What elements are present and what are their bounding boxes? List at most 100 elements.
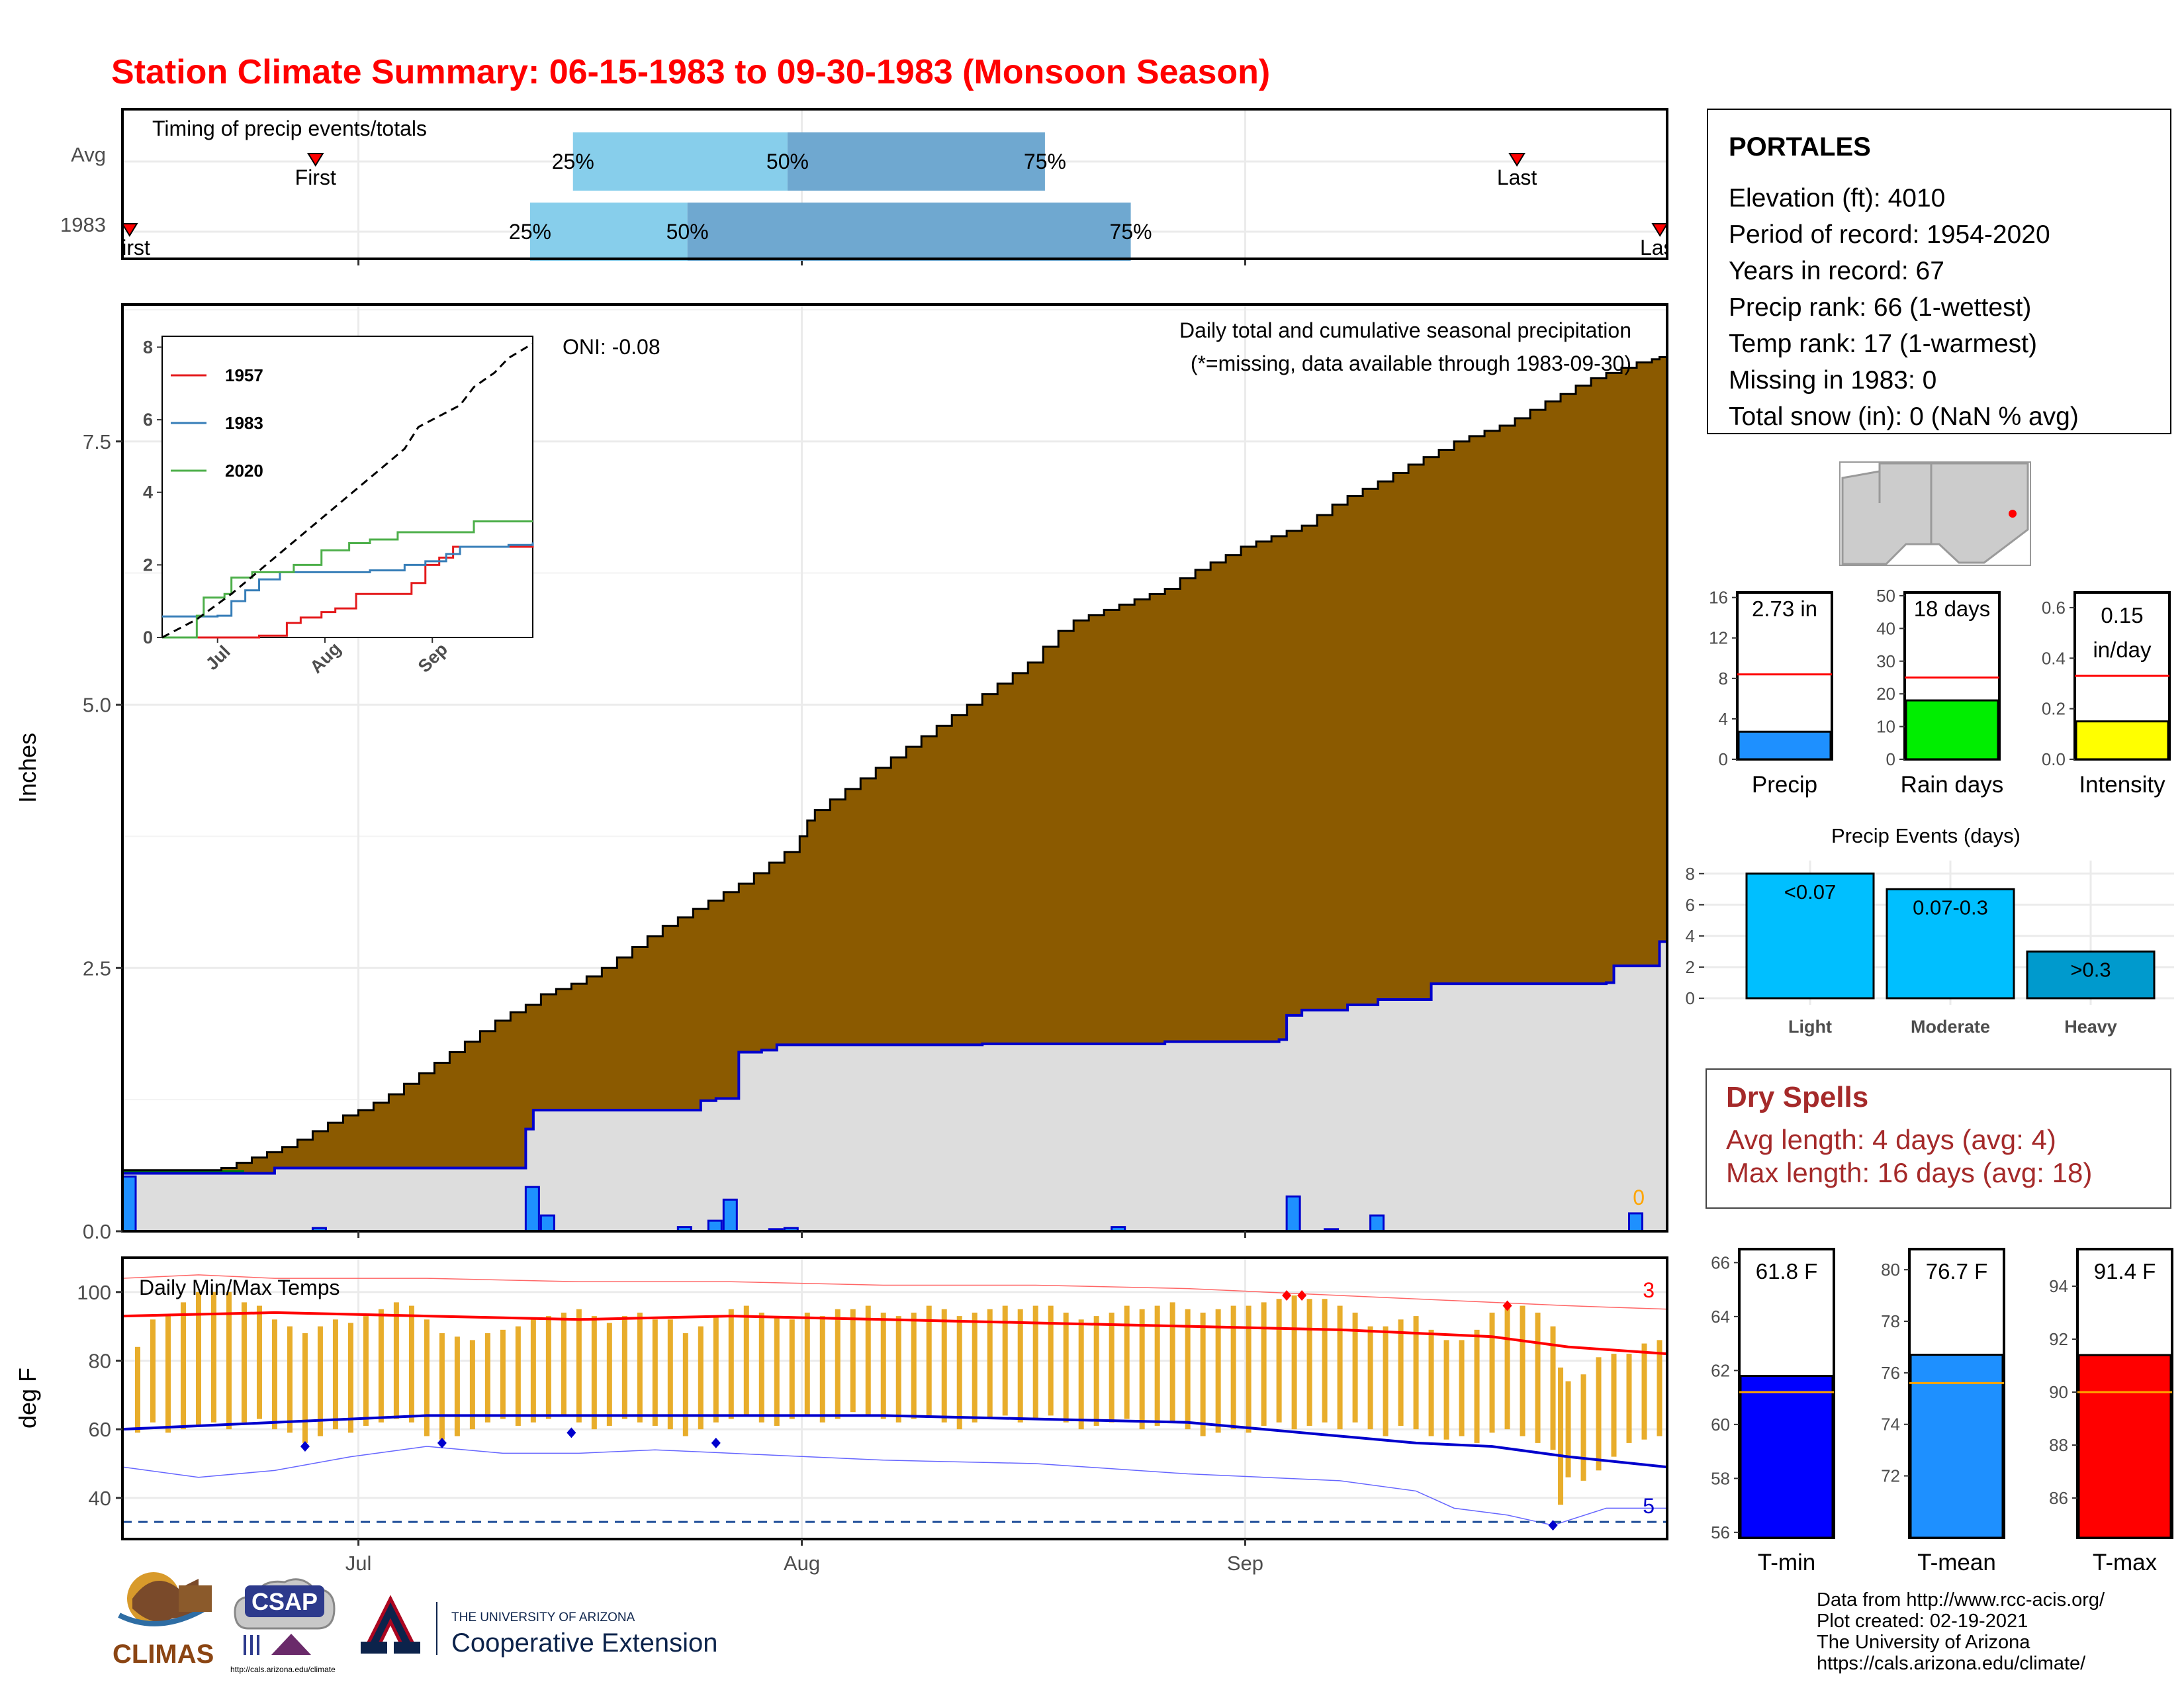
temp-bar-tick-label: 56: [1711, 1523, 1730, 1542]
daily-temp-range-bar: [408, 1305, 414, 1423]
daily-temp-range-bar: [1063, 1312, 1069, 1423]
inset-legend-label: 1957: [225, 365, 263, 385]
events-bar-label: Heavy: [2064, 1017, 2117, 1037]
daily-temp-range-bar: [1017, 1309, 1023, 1423]
summary-bar-label: Intensity: [2079, 772, 2165, 798]
daily-temp-range-bar: [317, 1326, 323, 1436]
summary-bar-value-label: 0.15: [2101, 603, 2143, 628]
daily-temp-range-bar: [698, 1326, 704, 1430]
inset-series-line: [162, 543, 534, 639]
summary-bar-value: [2075, 720, 2169, 761]
temp-bar-tick-label: 58: [1711, 1468, 1730, 1488]
temp-bar-value: [1909, 1354, 2004, 1539]
timing-p75-label: 75%: [1024, 150, 1066, 173]
daily-precip-bar: [1324, 1228, 1340, 1230]
summary-bar-tick-label: 40: [1876, 618, 1895, 638]
daily-temp-range-bar: [1657, 1340, 1662, 1436]
record-low-marker: [567, 1427, 576, 1438]
temp-bar-tick-label: 72: [1881, 1466, 1900, 1486]
record-low-count: 5: [1643, 1494, 1655, 1518]
events-bar: [1745, 872, 1875, 1000]
precip-note-2: (*=missing, data available through 1983-…: [1191, 352, 1631, 375]
daily-temp-range-bar: [1139, 1309, 1145, 1430]
daily-temp-range-bar: [911, 1312, 917, 1419]
precip-y-tick-label: 5.0: [83, 694, 111, 717]
temp-x-tick-label: Sep: [1227, 1552, 1263, 1575]
temp-title: Daily Min/Max Temps: [139, 1276, 340, 1299]
record-high-count: 3: [1643, 1278, 1655, 1302]
summary-bar-tick-label: 0.6: [2042, 598, 2066, 618]
record-low-marker: [300, 1441, 310, 1452]
daily-temp-range-bar: [1367, 1326, 1373, 1430]
daily-temp-range-bar: [1185, 1309, 1191, 1430]
daily-temp-range-bar: [1474, 1329, 1480, 1443]
daily-temp-range-bar: [1002, 1305, 1008, 1416]
summary-bar-tick-label: 16: [1709, 588, 1728, 608]
inset-series-line: [162, 542, 534, 618]
timing-last-marker: [1651, 223, 1668, 237]
summary-bar-tick-label: 50: [1876, 586, 1895, 606]
daily-temp-range-bar: [956, 1316, 962, 1430]
summary-bar-precip: 0 4 8 12 16 2.73 in Precip: [1709, 588, 1833, 798]
station-info-line: Temp rank: 17 (1-warmest): [1729, 330, 2037, 358]
daily-temp-range-bar: [1428, 1329, 1434, 1436]
daily-temp-range-bar: [1154, 1305, 1160, 1426]
daily-temp-range-bar: [287, 1326, 293, 1433]
events-bar-range: 0.07-0.3: [1913, 896, 1988, 919]
summary-bar-tick-label: 0.2: [2042, 699, 2066, 719]
summary-bar-tick-label: 10: [1876, 717, 1895, 737]
events-y-tick-label: 2: [1686, 957, 1695, 977]
daily-temp-range-bar: [424, 1319, 430, 1436]
timing-p50-label: 50%: [766, 150, 809, 173]
daily-temp-range-bar: [1306, 1299, 1312, 1426]
station-info-line: Precip rank: 66 (1-wettest): [1729, 293, 2031, 322]
daily-precip-bar: [539, 1214, 555, 1230]
daily-temp-range-bar: [621, 1316, 627, 1419]
dry-spells-avg: Avg length: 4 days (avg: 4): [1726, 1124, 2056, 1155]
record-low-marker: [711, 1437, 721, 1448]
temp-bar-tick-label: 62: [1711, 1360, 1730, 1380]
temp-bar-tick-label: 94: [2049, 1276, 2068, 1296]
events-bar-range: >0.3: [2070, 958, 2111, 981]
daily-temp-range-bar: [363, 1316, 369, 1426]
daily-temp-range-bar: [347, 1323, 353, 1433]
daily-temp-range-bar: [1443, 1340, 1449, 1440]
daily-temp-range-bar: [1215, 1309, 1221, 1433]
precip-y-tick-label: 7.5: [83, 430, 111, 453]
daily-temp-range-bar: [500, 1329, 506, 1419]
daily-temp-range-bar: [743, 1305, 749, 1416]
summary-bar-tick-label: 20: [1876, 684, 1895, 704]
events-y-tick-label: 0: [1686, 988, 1695, 1008]
events-bar-range: <0.07: [1784, 880, 1836, 904]
timing-first-label: First: [295, 165, 336, 189]
station-info-box: PORTALES Elevation (ft): 4010 Period of r…: [1707, 109, 2171, 434]
daily-temp-range-bar: [774, 1316, 780, 1426]
inset-y-tick-label: 2: [143, 555, 153, 575]
temp-bar-tick-label: 74: [1881, 1415, 1900, 1434]
temp-x-tick-label: Aug: [784, 1552, 820, 1575]
temp-bar-tick-label: 92: [2049, 1329, 2068, 1349]
daily-temp-range-bar: [728, 1309, 734, 1419]
footer-line: https://cals.arizona.edu/climate/: [1817, 1653, 2086, 1674]
inset-legend-label: 1983: [225, 413, 263, 433]
timing-panel: 25% 50% 75% First Last 25% 50% 75% First Last Tim…: [60, 108, 1668, 265]
timing-row-avg-label: Avg: [71, 143, 106, 166]
daily-temp-range-bar: [1580, 1374, 1586, 1481]
daily-temp-range-bar: [1626, 1354, 1632, 1443]
csap-logo-text: CSAP: [251, 1588, 318, 1615]
events-bar: [1886, 888, 2015, 1000]
inset-y-tick-label: 8: [143, 337, 153, 357]
daily-temp-range-bar: [439, 1333, 445, 1440]
daily-precip-bar: [1369, 1214, 1385, 1230]
temp-bar-tick-label: 90: [2049, 1382, 2068, 1402]
temp-bar-tick-label: 80: [1881, 1260, 1900, 1280]
daily-temp-range-bar: [1200, 1312, 1206, 1436]
daily-precip-bar: [768, 1228, 784, 1230]
summary-bar-tick-label: 0: [1719, 749, 1728, 769]
daily-temp-range-bar: [484, 1333, 490, 1423]
climas-logo: CLIMAS: [113, 1572, 214, 1669]
daily-temp-range-bar: [1558, 1367, 1564, 1505]
ua-cooperative-extension-logo: THE UNIVERSITY OF ARIZONA Cooperative Ex…: [361, 1595, 717, 1658]
daily-precip-bar: [124, 1175, 137, 1230]
timing-p25-label: 25%: [552, 150, 594, 173]
